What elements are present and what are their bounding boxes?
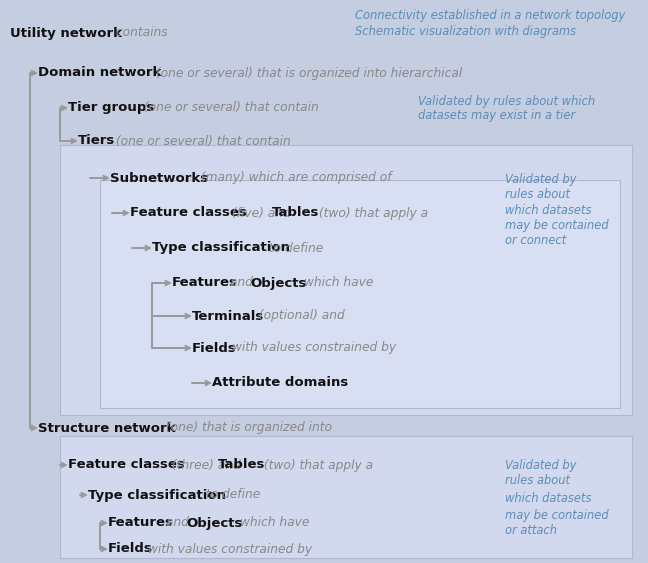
Bar <box>60 145 632 415</box>
Text: Schematic visualization with diagrams: Schematic visualization with diagrams <box>355 25 576 38</box>
Text: (three) and: (three) and <box>168 458 245 471</box>
Text: rules about: rules about <box>505 189 570 202</box>
Text: (one or several) that contain: (one or several) that contain <box>140 101 319 114</box>
Text: (five) and: (five) and <box>228 207 295 220</box>
Text: (many) which are comprised of: (many) which are comprised of <box>197 172 391 185</box>
Text: (one or several) that is organized into hierarchical: (one or several) that is organized into … <box>152 66 462 79</box>
Text: Validated by rules about which: Validated by rules about which <box>418 95 595 108</box>
Text: to define: to define <box>202 489 260 502</box>
Text: Validated by: Validated by <box>505 173 576 186</box>
Text: and: and <box>162 516 192 529</box>
Text: datasets may exist in a tier: datasets may exist in a tier <box>418 109 575 122</box>
Text: Utility network: Utility network <box>10 26 122 39</box>
Text: rules about: rules about <box>505 475 570 488</box>
Text: Tier groups: Tier groups <box>68 101 154 114</box>
Text: Attribute domains: Attribute domains <box>212 377 348 390</box>
Text: which have: which have <box>300 276 373 289</box>
Text: Type classification: Type classification <box>88 489 226 502</box>
Text: Fields: Fields <box>108 543 153 556</box>
Text: Features: Features <box>172 276 238 289</box>
Text: (two) that apply a: (two) that apply a <box>315 207 428 220</box>
Text: (one or several) that contain: (one or several) that contain <box>112 135 291 148</box>
Text: with values constrained by: with values constrained by <box>144 543 312 556</box>
Text: Structure network: Structure network <box>38 422 176 435</box>
Text: Fields: Fields <box>192 342 237 355</box>
Text: to define: to define <box>265 242 323 254</box>
Text: which datasets: which datasets <box>505 493 592 506</box>
Text: with values constrained by: with values constrained by <box>228 342 396 355</box>
Bar <box>60 436 632 558</box>
Text: Connectivity established in a network topology: Connectivity established in a network to… <box>355 8 625 21</box>
Text: Features: Features <box>108 516 174 529</box>
Text: or attach: or attach <box>505 525 557 538</box>
Text: Domain network: Domain network <box>38 66 161 79</box>
Text: (one) that is organized into: (one) that is organized into <box>162 422 332 435</box>
Text: Terminals: Terminals <box>192 310 264 323</box>
Text: (optional) and: (optional) and <box>255 310 345 323</box>
Text: Type classification: Type classification <box>152 242 290 254</box>
Text: Objects: Objects <box>250 276 307 289</box>
Text: which have: which have <box>236 516 309 529</box>
Text: Validated by: Validated by <box>505 458 576 471</box>
Text: Tables: Tables <box>218 458 266 471</box>
Text: Feature classes: Feature classes <box>130 207 247 220</box>
Text: which datasets: which datasets <box>505 203 592 217</box>
Text: or connect: or connect <box>505 234 566 247</box>
Text: Feature classes: Feature classes <box>68 458 185 471</box>
Text: Subnetworks: Subnetworks <box>110 172 208 185</box>
Text: (two) that apply a: (two) that apply a <box>260 458 373 471</box>
Bar <box>100 180 620 408</box>
Text: contains: contains <box>112 26 168 39</box>
Text: may be contained: may be contained <box>505 508 608 521</box>
Text: may be contained: may be contained <box>505 218 608 231</box>
Text: Tiers: Tiers <box>78 135 115 148</box>
Text: Tables: Tables <box>272 207 319 220</box>
Text: and: and <box>226 276 257 289</box>
Text: Objects: Objects <box>186 516 242 529</box>
